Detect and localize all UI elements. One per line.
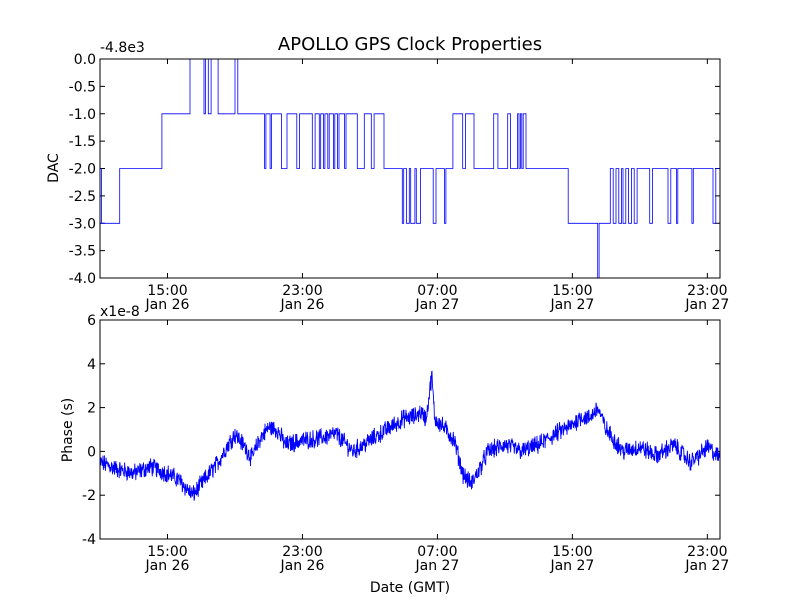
- phase-xtick-time: 15:00: [147, 544, 187, 560]
- phase-series-line-0: [99, 370, 721, 501]
- dac-ytick-label: -1.5: [69, 134, 96, 150]
- phase-xtick-date: Jan 27: [684, 558, 729, 574]
- phase-xtick-time: 07:00: [417, 544, 457, 560]
- phase-ytick-label: -4: [82, 532, 96, 548]
- dac-series-line-0: [100, 58, 720, 279]
- phase-offset-label: x1e-8: [100, 304, 140, 320]
- dac-axes-frame: [99, 58, 721, 279]
- dac-ticks: 0.0 -0.5 -1.0 -1.5 -2.0 -2.5 -3.0 -3.5 -4.0 15:00…: [69, 52, 730, 313]
- dac-xtick-date: Jan 27: [549, 297, 594, 313]
- phase-xtick-time: 15:00: [552, 544, 592, 560]
- dac-xtick-date: Jan 26: [145, 297, 190, 313]
- dac-xtick-time: 23:00: [282, 283, 322, 299]
- phase-ytick-label: 4: [87, 357, 96, 373]
- dac-panel: -4.8e3 DAC 0.0 -0.5 -1.0 -1.5 -2.0 -2.5 -3.0 -3…: [46, 40, 729, 313]
- dac-ytick-label: -3.5: [69, 244, 96, 260]
- dac-xtick-time: 23:00: [687, 283, 727, 299]
- phase-xtick-date: Jan 27: [549, 558, 594, 574]
- dac-plot-area: [100, 58, 720, 279]
- dac-xtick-time: 15:00: [552, 283, 592, 299]
- dac-ytick-label: -1.0: [69, 107, 96, 123]
- x-axis-label: Date (GMT): [370, 580, 450, 596]
- dac-xtick-time: 07:00: [417, 283, 457, 299]
- dac-ytick-label: -0.5: [69, 79, 96, 95]
- phase-xtick-date: Jan 26: [145, 558, 190, 574]
- phase-ytick-label: 0: [87, 444, 96, 460]
- phase-ytick-label: -2: [82, 488, 96, 504]
- dac-ytick-label: 0.0: [74, 52, 96, 68]
- phase-xtick-time: 23:00: [282, 544, 322, 560]
- phase-axes-frame: [99, 319, 721, 540]
- dac-xtick-time: 15:00: [147, 283, 187, 299]
- dac-ytick-label: -2.5: [69, 189, 96, 205]
- dac-y-axis-label: DAC: [46, 153, 62, 183]
- dac-offset-label: -4.8e3: [100, 40, 145, 56]
- dac-ytick-label: -3.0: [69, 216, 96, 232]
- phase-ytick-label: 6: [87, 313, 96, 329]
- phase-plot-area: [99, 370, 721, 501]
- dac-ytick-label: -2.0: [69, 162, 96, 178]
- chart-title: APOLLO GPS Clock Properties: [278, 34, 542, 55]
- dac-xtick-date: Jan 27: [414, 297, 459, 313]
- phase-xtick-date: Jan 27: [414, 558, 459, 574]
- phase-ytick-label: 2: [87, 401, 96, 417]
- dac-xtick-date: Jan 26: [280, 297, 325, 313]
- phase-xtick-date: Jan 26: [280, 558, 325, 574]
- dac-xtick-date: Jan 27: [684, 297, 729, 313]
- dac-ytick-label: -4.0: [69, 271, 96, 287]
- phase-xtick-time: 23:00: [687, 544, 727, 560]
- phase-y-axis-label: Phase (s): [60, 398, 76, 462]
